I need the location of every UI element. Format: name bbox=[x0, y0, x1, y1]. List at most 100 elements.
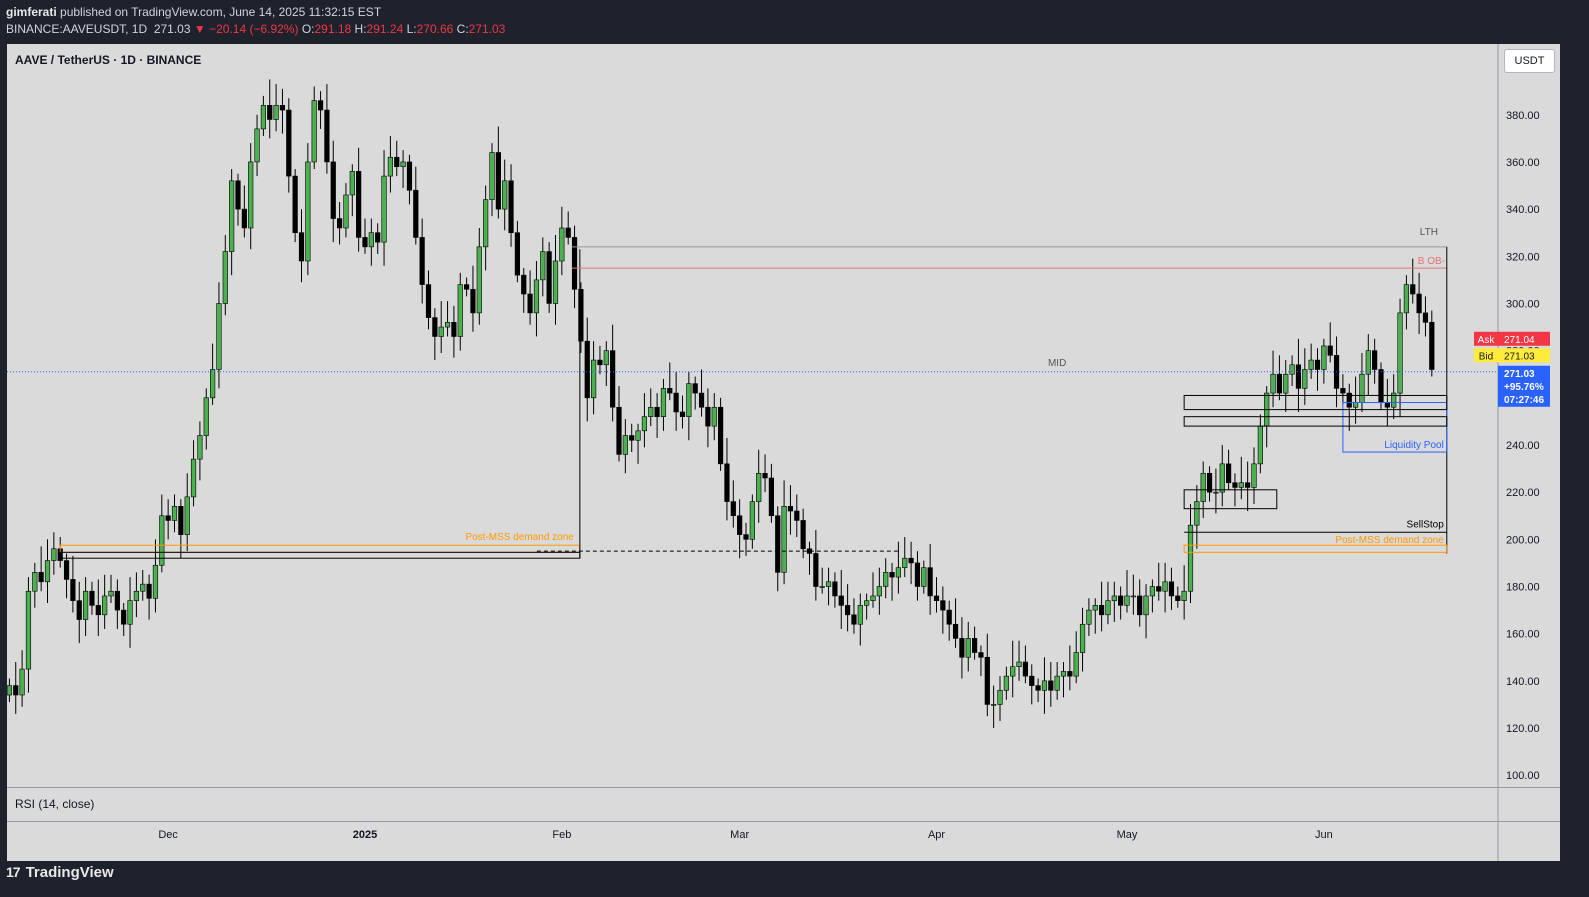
candle bbox=[235, 180, 241, 210]
candle bbox=[654, 406, 660, 417]
time-tick-label: 2025 bbox=[353, 829, 377, 841]
candle bbox=[978, 652, 984, 658]
candle bbox=[616, 406, 622, 455]
candle bbox=[133, 590, 139, 601]
candle bbox=[159, 515, 165, 566]
candle bbox=[152, 564, 159, 599]
candle bbox=[1429, 322, 1435, 370]
candle bbox=[775, 515, 781, 573]
candle bbox=[794, 510, 800, 521]
candle bbox=[254, 128, 260, 163]
candle bbox=[1226, 463, 1232, 484]
candle bbox=[648, 406, 654, 417]
candle bbox=[730, 501, 736, 517]
candle bbox=[1175, 595, 1181, 601]
candle bbox=[298, 232, 305, 262]
candle bbox=[375, 232, 381, 243]
chart-pane[interactable]: 100.00 120.00 140.00 160.00 180.00 200.00 220.… bbox=[7, 44, 1560, 861]
level-box bbox=[1183, 394, 1448, 411]
candle bbox=[279, 105, 286, 111]
candle bbox=[1187, 524, 1194, 592]
candle bbox=[438, 326, 444, 337]
candle bbox=[629, 435, 635, 441]
candle bbox=[260, 105, 267, 130]
demand-zone-box-right bbox=[1183, 544, 1448, 553]
bid-tag-label: Bid bbox=[1479, 351, 1493, 362]
candle bbox=[622, 435, 628, 455]
author-name[interactable]: gimferati bbox=[6, 5, 57, 19]
candle bbox=[108, 590, 114, 597]
close-value: 271.03 bbox=[468, 22, 506, 36]
candle bbox=[559, 227, 565, 262]
candle bbox=[1391, 392, 1397, 408]
candle bbox=[781, 506, 787, 573]
candle bbox=[1397, 312, 1403, 394]
price-tick-label: 380.00 bbox=[1506, 110, 1540, 122]
ask-value: 271.04 bbox=[1504, 335, 1535, 346]
candle bbox=[724, 463, 730, 502]
candle bbox=[540, 251, 546, 281]
candle bbox=[984, 656, 990, 705]
candle bbox=[336, 218, 343, 229]
candle bbox=[787, 506, 794, 512]
candle bbox=[1016, 661, 1022, 668]
tradingview-logo-icon: 17 bbox=[6, 864, 21, 880]
candle bbox=[679, 411, 686, 417]
candle bbox=[902, 557, 908, 568]
candle bbox=[444, 322, 451, 328]
candle bbox=[737, 515, 743, 535]
candle bbox=[914, 562, 921, 587]
demand-zone-label: Post-MSS demand zone bbox=[465, 532, 574, 543]
candle bbox=[51, 548, 57, 561]
chart-canvas[interactable]: 100.00 120.00 140.00 160.00 180.00 200.00 220.… bbox=[7, 44, 1560, 861]
candle bbox=[940, 600, 946, 611]
candle bbox=[1143, 595, 1149, 616]
candle bbox=[1416, 293, 1422, 314]
candle bbox=[83, 590, 89, 620]
candle bbox=[857, 605, 863, 625]
candle bbox=[419, 237, 425, 285]
candle bbox=[241, 208, 247, 229]
candle bbox=[876, 586, 882, 597]
rsi-indicator-label[interactable]: RSI (14, close) bbox=[15, 797, 95, 811]
bid-value: 271.03 bbox=[1504, 351, 1535, 362]
lth-label: LTH bbox=[1420, 227, 1438, 238]
chart-background bbox=[7, 44, 1560, 861]
liquidity-pool-box bbox=[1342, 402, 1448, 453]
candle bbox=[673, 392, 679, 413]
currency-button[interactable]: USDT bbox=[1504, 49, 1555, 73]
price-tick-label: 180.00 bbox=[1506, 582, 1540, 594]
candle bbox=[584, 340, 590, 399]
candle bbox=[127, 600, 133, 625]
candle bbox=[330, 161, 336, 219]
candle bbox=[698, 392, 705, 408]
candle bbox=[216, 303, 222, 370]
candle bbox=[210, 369, 216, 399]
time-tick-label: May bbox=[1117, 829, 1138, 841]
time-tick-label: Dec bbox=[158, 829, 178, 841]
candle bbox=[1213, 491, 1219, 494]
candle bbox=[13, 685, 19, 696]
candle bbox=[883, 572, 889, 587]
candle bbox=[1130, 595, 1136, 598]
candle bbox=[1219, 463, 1225, 493]
candle bbox=[197, 435, 203, 460]
candle bbox=[38, 572, 44, 583]
candle bbox=[114, 590, 120, 611]
candle bbox=[1086, 609, 1092, 625]
bid-tag-bg bbox=[1474, 348, 1498, 363]
candle bbox=[819, 586, 825, 588]
candle bbox=[717, 406, 724, 465]
publish-info: gimferati published on TradingView.com, … bbox=[6, 5, 381, 19]
demand-zone-label-right: Post-MSS demand zone bbox=[1335, 535, 1444, 546]
symbol-info-line: BINANCE:AAVEUSDT, 1D 271.03 ▼ −20.14 (−6… bbox=[6, 22, 505, 36]
candle bbox=[1346, 392, 1352, 408]
candle bbox=[1289, 364, 1295, 375]
candle bbox=[590, 359, 597, 399]
last-price-tag-bg bbox=[1498, 365, 1550, 407]
candle bbox=[171, 506, 178, 521]
low-label: L: bbox=[406, 22, 417, 36]
ask-tag-bg bbox=[1474, 331, 1498, 346]
high-label: H: bbox=[354, 22, 367, 36]
candle bbox=[432, 317, 438, 337]
